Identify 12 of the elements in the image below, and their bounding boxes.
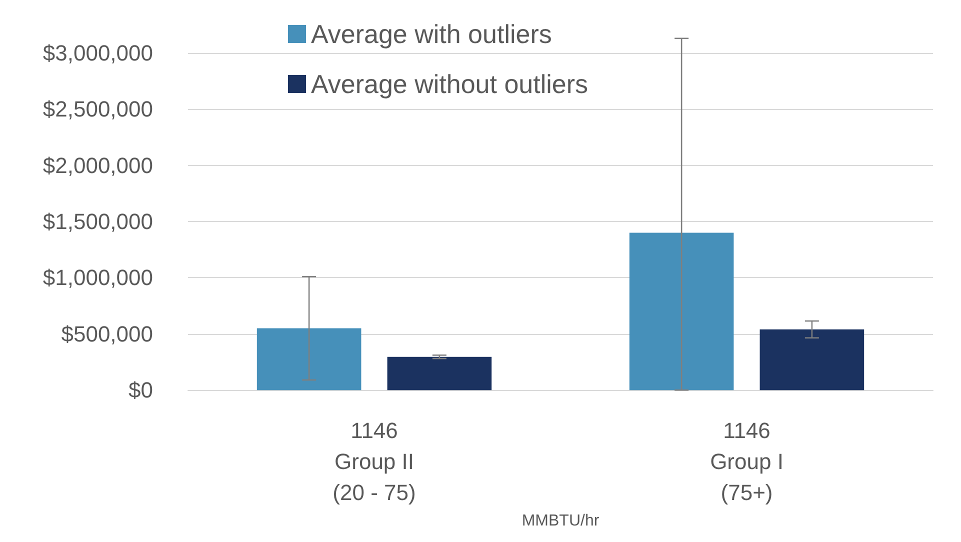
y-tick-label: $1,000,000	[42, 265, 153, 290]
x-axis-title: MMBTU/hr	[522, 512, 600, 530]
y-tick-label: $3,000,000	[42, 40, 153, 66]
y-tick-label: $1,500,000	[42, 209, 153, 234]
y-tick-label: $500,000	[61, 321, 153, 346]
x-tick-label: 1146 Group I (75+)	[710, 418, 784, 506]
x-tick-label: 1146 Group II (20 - 75)	[332, 418, 416, 506]
y-tick-label: $2,500,000	[42, 96, 153, 122]
y-tick-label: $0	[128, 378, 153, 403]
y-tick-label: $2,000,000	[42, 152, 153, 178]
legend-label: Average with outliers	[311, 19, 552, 49]
legend-label: Average without outliers	[311, 69, 588, 99]
